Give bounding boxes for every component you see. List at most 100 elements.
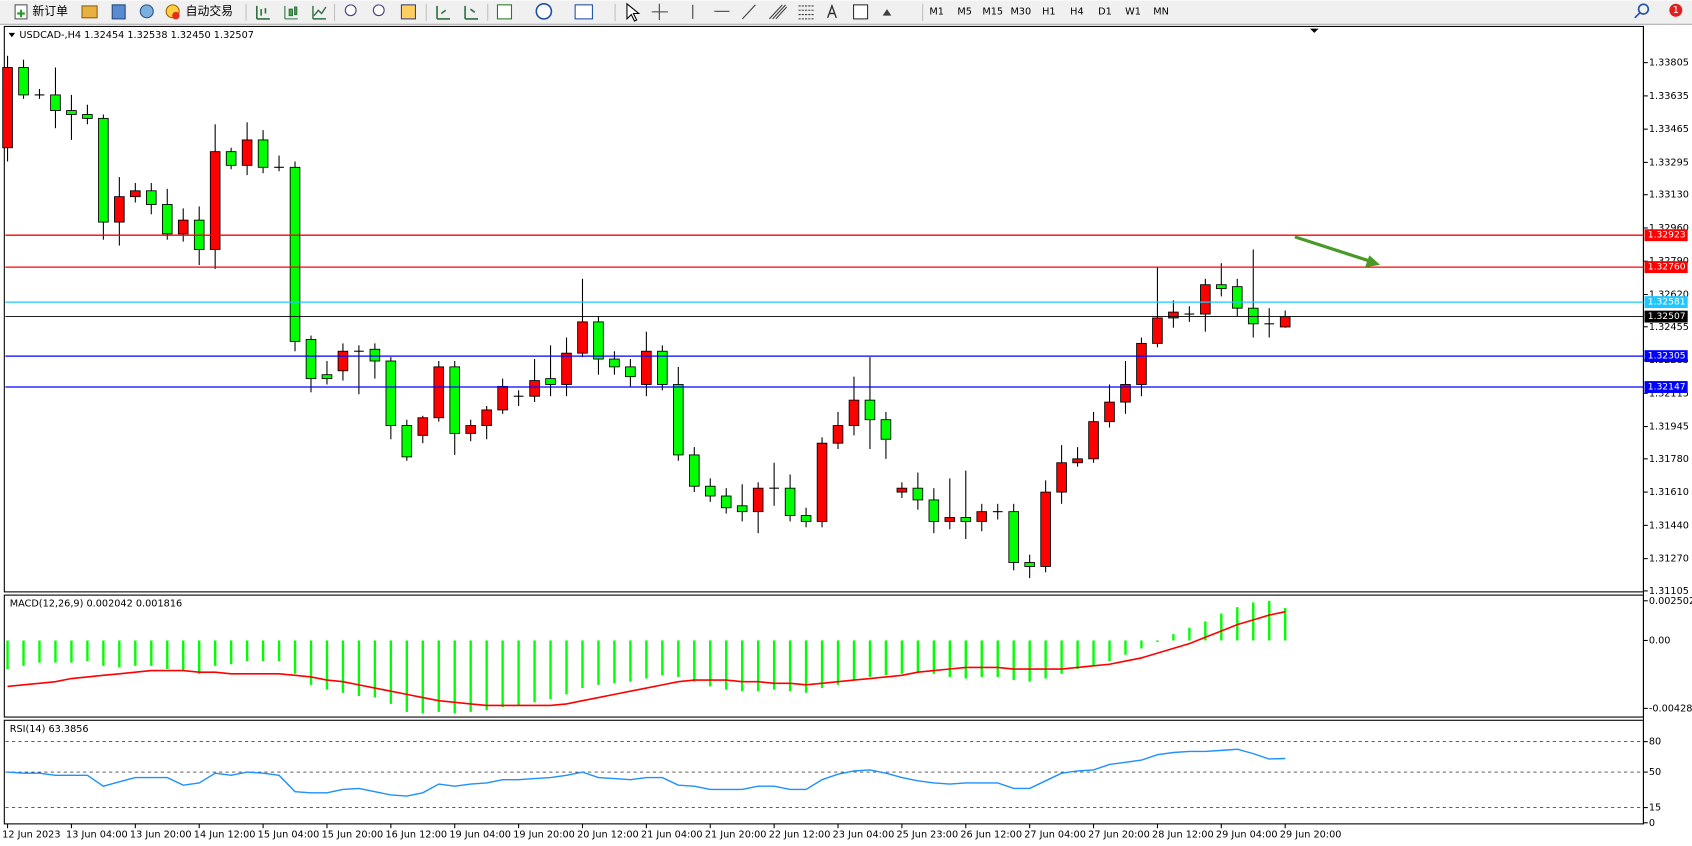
bar-chart-button[interactable]	[256, 5, 270, 20]
icon	[172, 11, 180, 20]
candle-body	[577, 321, 588, 354]
periods-button[interactable]	[535, 2, 553, 20]
notification-badge[interactable]	[1669, 3, 1683, 17]
x-tick-label: 14 Jun 12:00	[194, 830, 256, 841]
templates-button[interactable]	[574, 4, 593, 20]
x-tick-label: 12 Jun 2023	[2, 830, 60, 841]
candle-body	[82, 114, 93, 119]
price-label: 1.32305	[1648, 351, 1686, 362]
main-title: USDCAD-,H4 1.32454 1.32538 1.32450 1.325…	[19, 30, 254, 41]
candle-body	[784, 487, 796, 517]
candle-body	[976, 511, 988, 522]
y-tick-label: 1.32115	[1649, 388, 1689, 399]
x-tick-label: 20 Jun 12:00	[577, 830, 639, 841]
candle-body	[18, 67, 29, 96]
text-tool-button[interactable]	[826, 3, 837, 19]
shapes-button[interactable]	[882, 9, 892, 16]
price-label: 1.32581	[1648, 297, 1686, 308]
x-tick-label: 28 Jun 12:00	[1152, 830, 1214, 841]
auto-trading-button[interactable]: 自动交易	[165, 4, 233, 20]
shift-button[interactable]	[464, 5, 479, 20]
candle-body	[832, 425, 844, 444]
candle-body	[545, 378, 556, 385]
candle-body	[1056, 462, 1067, 493]
notification-count: 1	[1673, 5, 1679, 16]
timeframe-bar: M1 M5 M15 M30 H1 H4 D1 W1 MN	[929, 6, 1169, 17]
timeframe-button[interactable]: M1	[929, 6, 944, 17]
x-tick-label: 15 Jun 04:00	[258, 830, 320, 841]
zoom-out-button[interactable]	[372, 4, 385, 17]
timeframe-button[interactable]: M15	[982, 6, 1003, 17]
label-tool-button[interactable]	[853, 4, 869, 20]
timeframe-button[interactable]: H1	[1042, 6, 1055, 17]
indicators-button[interactable]	[496, 4, 513, 20]
x-tick-label: 27 Jun 20:00	[1088, 830, 1150, 841]
x-tick-label: 13 Jun 20:00	[130, 830, 192, 841]
timeframe-button[interactable]: W1	[1125, 6, 1141, 17]
new-order-button[interactable]: 新订单	[14, 4, 68, 20]
candle-body	[657, 350, 668, 385]
timeframe-button[interactable]: MN	[1153, 6, 1169, 17]
tile-button[interactable]	[400, 4, 416, 20]
candle-body	[161, 204, 173, 235]
search-button	[1634, 11, 1641, 19]
candle-body	[1104, 401, 1115, 423]
x-tick-label: 26 Jun 12:00	[960, 830, 1022, 841]
macd-panel	[3, 594, 1644, 718]
candle-body	[1152, 317, 1163, 344]
fibo-button[interactable]	[798, 5, 814, 20]
candle-body	[130, 190, 141, 198]
price-label: 1.32147	[1648, 382, 1686, 393]
x-tick-label: 29 Jun 20:00	[1280, 830, 1342, 841]
rsi-line	[7, 748, 1286, 797]
y-tick-label: 1.33635	[1649, 91, 1689, 102]
candle-body	[225, 151, 237, 166]
autoscroll-button[interactable]	[436, 5, 450, 20]
candle-body	[1040, 491, 1051, 567]
x-tick-label: 16 Jun 12:00	[385, 830, 447, 841]
x-tick-label: 22 Jun 12:00	[769, 830, 831, 841]
candle-body	[928, 499, 940, 522]
x-tick-label: 27 Jun 04:00	[1024, 830, 1086, 841]
x-tick-label: 29 Jun 04:00	[1216, 830, 1278, 841]
line-chart-button[interactable]	[312, 5, 327, 20]
icon-button[interactable]	[111, 4, 126, 20]
candle-body	[720, 495, 732, 509]
candle-body	[114, 196, 125, 223]
candle-body	[848, 399, 860, 427]
candle-body	[960, 517, 972, 522]
x-tick-label: 23 Jun 04:00	[833, 830, 895, 841]
zoom-in-button[interactable]	[344, 4, 357, 17]
timeframe-button[interactable]: D1	[1098, 6, 1112, 17]
candle-body	[289, 166, 301, 342]
cursor-button[interactable]	[626, 2, 641, 22]
search-button[interactable]	[1637, 3, 1650, 15]
candle-chart-button[interactable]	[284, 5, 298, 20]
timeframe-button[interactable]: M30	[1010, 6, 1031, 17]
price-label-box	[1644, 381, 1688, 393]
timeframe-button[interactable]: H4	[1070, 6, 1083, 17]
shift-marker	[1310, 28, 1319, 33]
price-label-box	[1644, 261, 1688, 274]
candle-body	[337, 350, 349, 372]
trendline-button[interactable]	[742, 4, 756, 20]
candle-body	[465, 425, 476, 434]
toolbar-bg	[0, 0, 1692, 25]
x-tick-label: 19 Jun 04:00	[449, 830, 511, 841]
candle-body	[1168, 311, 1179, 319]
current-price-box	[1644, 310, 1688, 323]
timeframe-button[interactable]: M5	[957, 6, 972, 17]
candle-body	[305, 339, 317, 380]
candle-body	[736, 505, 748, 513]
candle-body	[673, 384, 684, 456]
y-tick-label: 80	[1649, 737, 1661, 748]
rsi-title: RSI(14) 63.3856	[10, 724, 89, 735]
icon-button[interactable]	[81, 5, 98, 19]
crosshair-button[interactable]	[651, 3, 668, 20]
x-tick-label: 19 Jun 20:00	[513, 830, 575, 841]
y-tick-label: 1.33465	[1649, 124, 1689, 135]
channel-button[interactable]	[768, 4, 788, 20]
candle-body	[98, 117, 109, 223]
icon-button[interactable]	[139, 4, 154, 19]
candle-body	[417, 417, 429, 436]
